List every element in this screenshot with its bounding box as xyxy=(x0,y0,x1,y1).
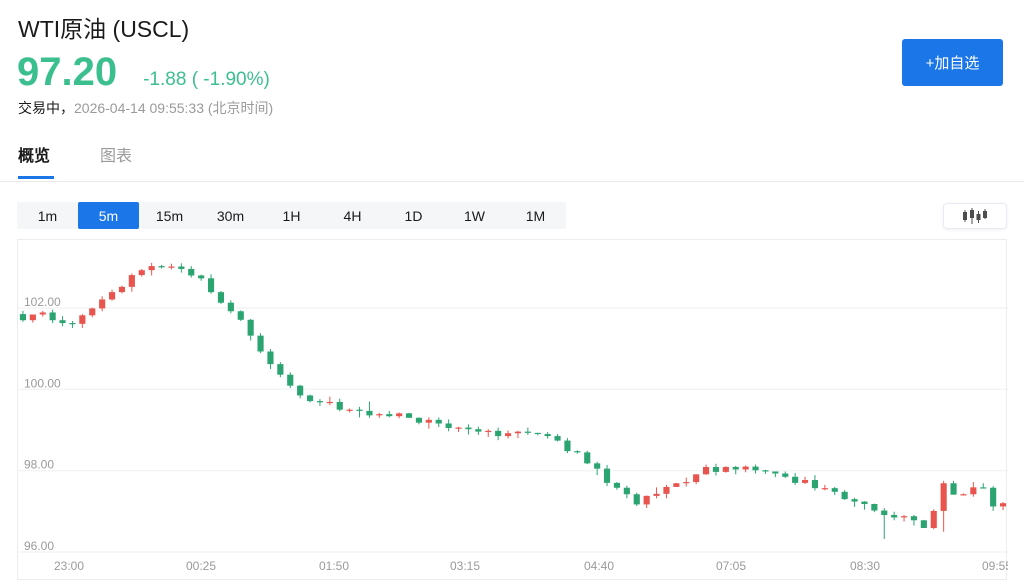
svg-text:09:55: 09:55 xyxy=(982,559,1008,573)
svg-text:100.00: 100.00 xyxy=(24,376,61,390)
svg-text:98.00: 98.00 xyxy=(24,458,54,472)
svg-text:102.00: 102.00 xyxy=(24,295,61,309)
svg-text:23:00: 23:00 xyxy=(54,559,84,573)
svg-text:07:05: 07:05 xyxy=(716,559,746,573)
svg-text:08:30: 08:30 xyxy=(850,559,880,573)
svg-text:04:40: 04:40 xyxy=(584,559,614,573)
svg-text:01:50: 01:50 xyxy=(319,559,349,573)
svg-text:03:15: 03:15 xyxy=(450,559,480,573)
svg-text:96.00: 96.00 xyxy=(24,539,54,553)
svg-text:00:25: 00:25 xyxy=(186,559,216,573)
